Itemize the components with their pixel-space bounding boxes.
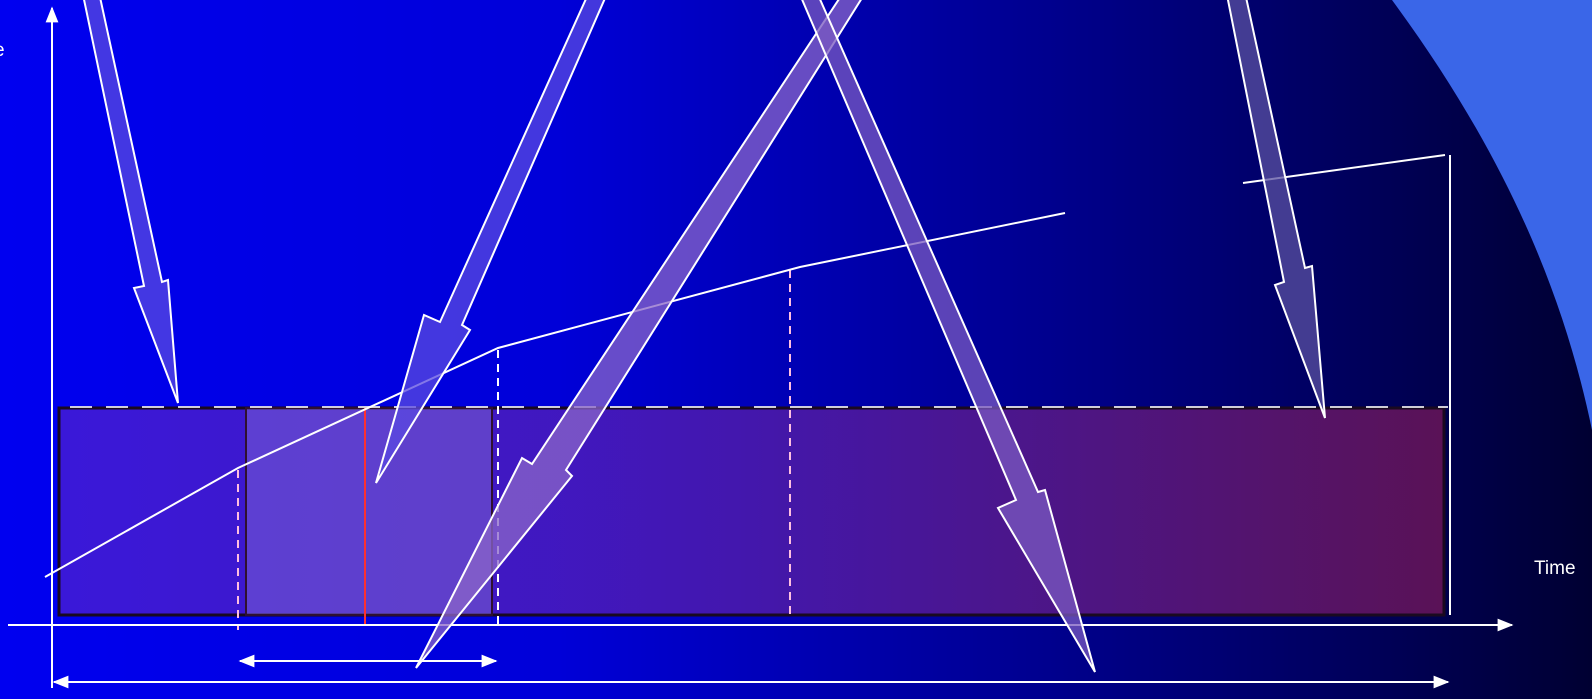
x-axis-label: Time [1534, 558, 1576, 579]
y-axis-label: e [0, 41, 5, 60]
pointer-arrow-3 [415, 0, 862, 669]
pointer-arrow-1 [83, 0, 179, 404]
pointer-arrow-4 [801, 0, 1096, 673]
pointer-arrow-5 [1226, 0, 1326, 419]
pointer-arrow-2 [375, 0, 606, 484]
corner-crescent-shape [1392, 0, 1592, 430]
timeline-block [57, 406, 1446, 617]
rising-trend-line [44, 212, 1066, 578]
highlight-interval [245, 407, 493, 616]
